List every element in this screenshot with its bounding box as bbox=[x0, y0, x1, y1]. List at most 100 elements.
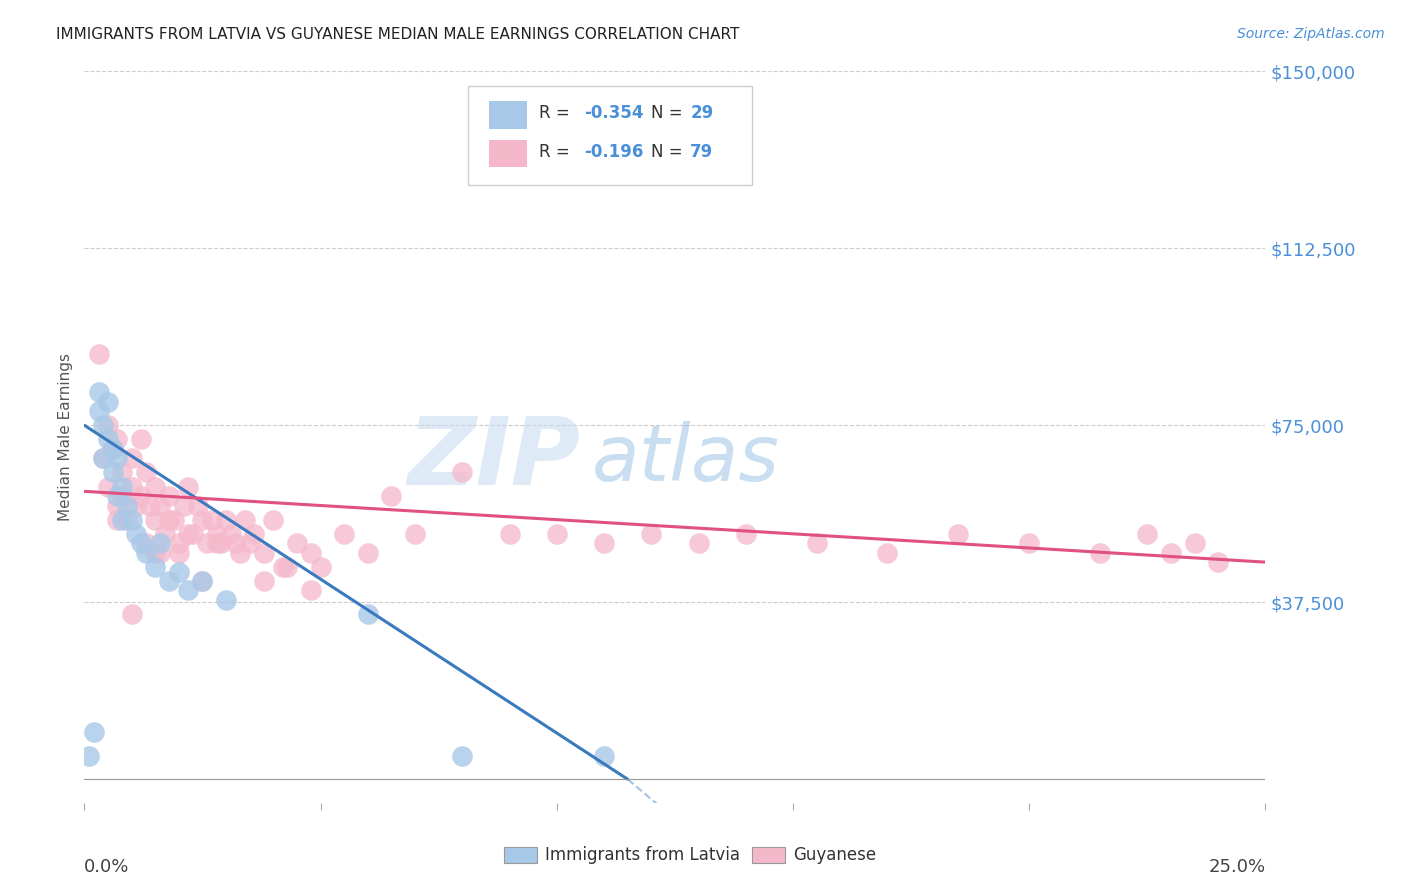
Point bbox=[139, 499, 162, 513]
Point bbox=[229, 546, 252, 560]
Point bbox=[129, 489, 152, 503]
Point bbox=[167, 546, 190, 560]
Text: -0.196: -0.196 bbox=[583, 144, 644, 161]
Point bbox=[129, 433, 152, 447]
Point bbox=[191, 574, 214, 588]
Point bbox=[111, 513, 134, 527]
Point bbox=[87, 347, 110, 361]
Point bbox=[1184, 536, 1206, 550]
Point bbox=[101, 442, 124, 456]
Point bbox=[143, 513, 166, 527]
Text: N =: N = bbox=[651, 144, 688, 161]
Point bbox=[91, 451, 114, 466]
Point bbox=[153, 526, 176, 541]
Point bbox=[143, 546, 166, 560]
Point bbox=[191, 574, 214, 588]
Point bbox=[135, 466, 157, 480]
Point bbox=[121, 513, 143, 527]
Point bbox=[451, 466, 474, 480]
Text: -0.354: -0.354 bbox=[583, 103, 644, 121]
Point bbox=[299, 583, 322, 598]
Point bbox=[593, 748, 616, 763]
Point bbox=[107, 489, 129, 503]
Point bbox=[215, 513, 238, 527]
Point bbox=[285, 536, 308, 550]
Point bbox=[149, 499, 172, 513]
Point bbox=[640, 526, 662, 541]
Point bbox=[97, 480, 120, 494]
Point bbox=[181, 526, 204, 541]
Point bbox=[111, 466, 134, 480]
Text: R =: R = bbox=[538, 144, 575, 161]
Point bbox=[77, 748, 100, 763]
Point bbox=[111, 489, 134, 503]
Point bbox=[299, 546, 322, 560]
Point bbox=[115, 499, 138, 513]
Point bbox=[107, 451, 129, 466]
Text: N =: N = bbox=[651, 103, 688, 121]
Y-axis label: Median Male Earnings: Median Male Earnings bbox=[58, 353, 73, 521]
Point bbox=[187, 499, 209, 513]
Point bbox=[125, 526, 148, 541]
Point bbox=[201, 513, 224, 527]
Point bbox=[177, 526, 200, 541]
Point bbox=[225, 536, 247, 550]
Point bbox=[97, 394, 120, 409]
Point bbox=[404, 526, 426, 541]
Point bbox=[1160, 546, 1182, 560]
Point bbox=[129, 536, 152, 550]
Point bbox=[167, 536, 190, 550]
Point bbox=[143, 480, 166, 494]
Text: 29: 29 bbox=[690, 103, 713, 121]
Point bbox=[115, 513, 138, 527]
Point bbox=[111, 480, 134, 494]
Text: Immigrants from Latvia: Immigrants from Latvia bbox=[546, 846, 740, 863]
Point bbox=[83, 725, 105, 739]
Point bbox=[333, 526, 356, 541]
Point bbox=[209, 536, 232, 550]
Point bbox=[107, 433, 129, 447]
Text: ZIP: ZIP bbox=[408, 413, 581, 505]
Point bbox=[125, 499, 148, 513]
Point bbox=[173, 499, 195, 513]
Point bbox=[97, 433, 120, 447]
Bar bbox=[489, 101, 527, 128]
Text: 79: 79 bbox=[690, 144, 713, 161]
Point bbox=[1206, 555, 1229, 569]
Text: R =: R = bbox=[538, 103, 575, 121]
Point bbox=[97, 418, 120, 433]
Point bbox=[948, 526, 970, 541]
Point bbox=[143, 559, 166, 574]
Text: Source: ZipAtlas.com: Source: ZipAtlas.com bbox=[1237, 27, 1385, 41]
Point bbox=[239, 536, 262, 550]
Point bbox=[734, 526, 756, 541]
Point bbox=[1018, 536, 1040, 550]
Point bbox=[253, 574, 276, 588]
Bar bbox=[752, 847, 785, 863]
Point bbox=[357, 607, 380, 621]
Point bbox=[205, 536, 228, 550]
Point bbox=[593, 536, 616, 550]
Point bbox=[121, 607, 143, 621]
Point bbox=[205, 526, 228, 541]
Point bbox=[219, 526, 242, 541]
Point bbox=[91, 418, 114, 433]
Point bbox=[107, 499, 129, 513]
Point bbox=[87, 404, 110, 418]
Bar bbox=[489, 139, 527, 168]
Point bbox=[135, 546, 157, 560]
Point bbox=[101, 466, 124, 480]
Point bbox=[357, 546, 380, 560]
Text: Guyanese: Guyanese bbox=[793, 846, 876, 863]
Point bbox=[121, 480, 143, 494]
Point bbox=[195, 536, 218, 550]
Point bbox=[191, 513, 214, 527]
Point bbox=[177, 583, 200, 598]
Point bbox=[546, 526, 568, 541]
Point bbox=[1088, 546, 1111, 560]
Point bbox=[163, 513, 186, 527]
Point bbox=[498, 526, 520, 541]
Point bbox=[380, 489, 402, 503]
Point bbox=[157, 574, 180, 588]
Point bbox=[87, 385, 110, 400]
